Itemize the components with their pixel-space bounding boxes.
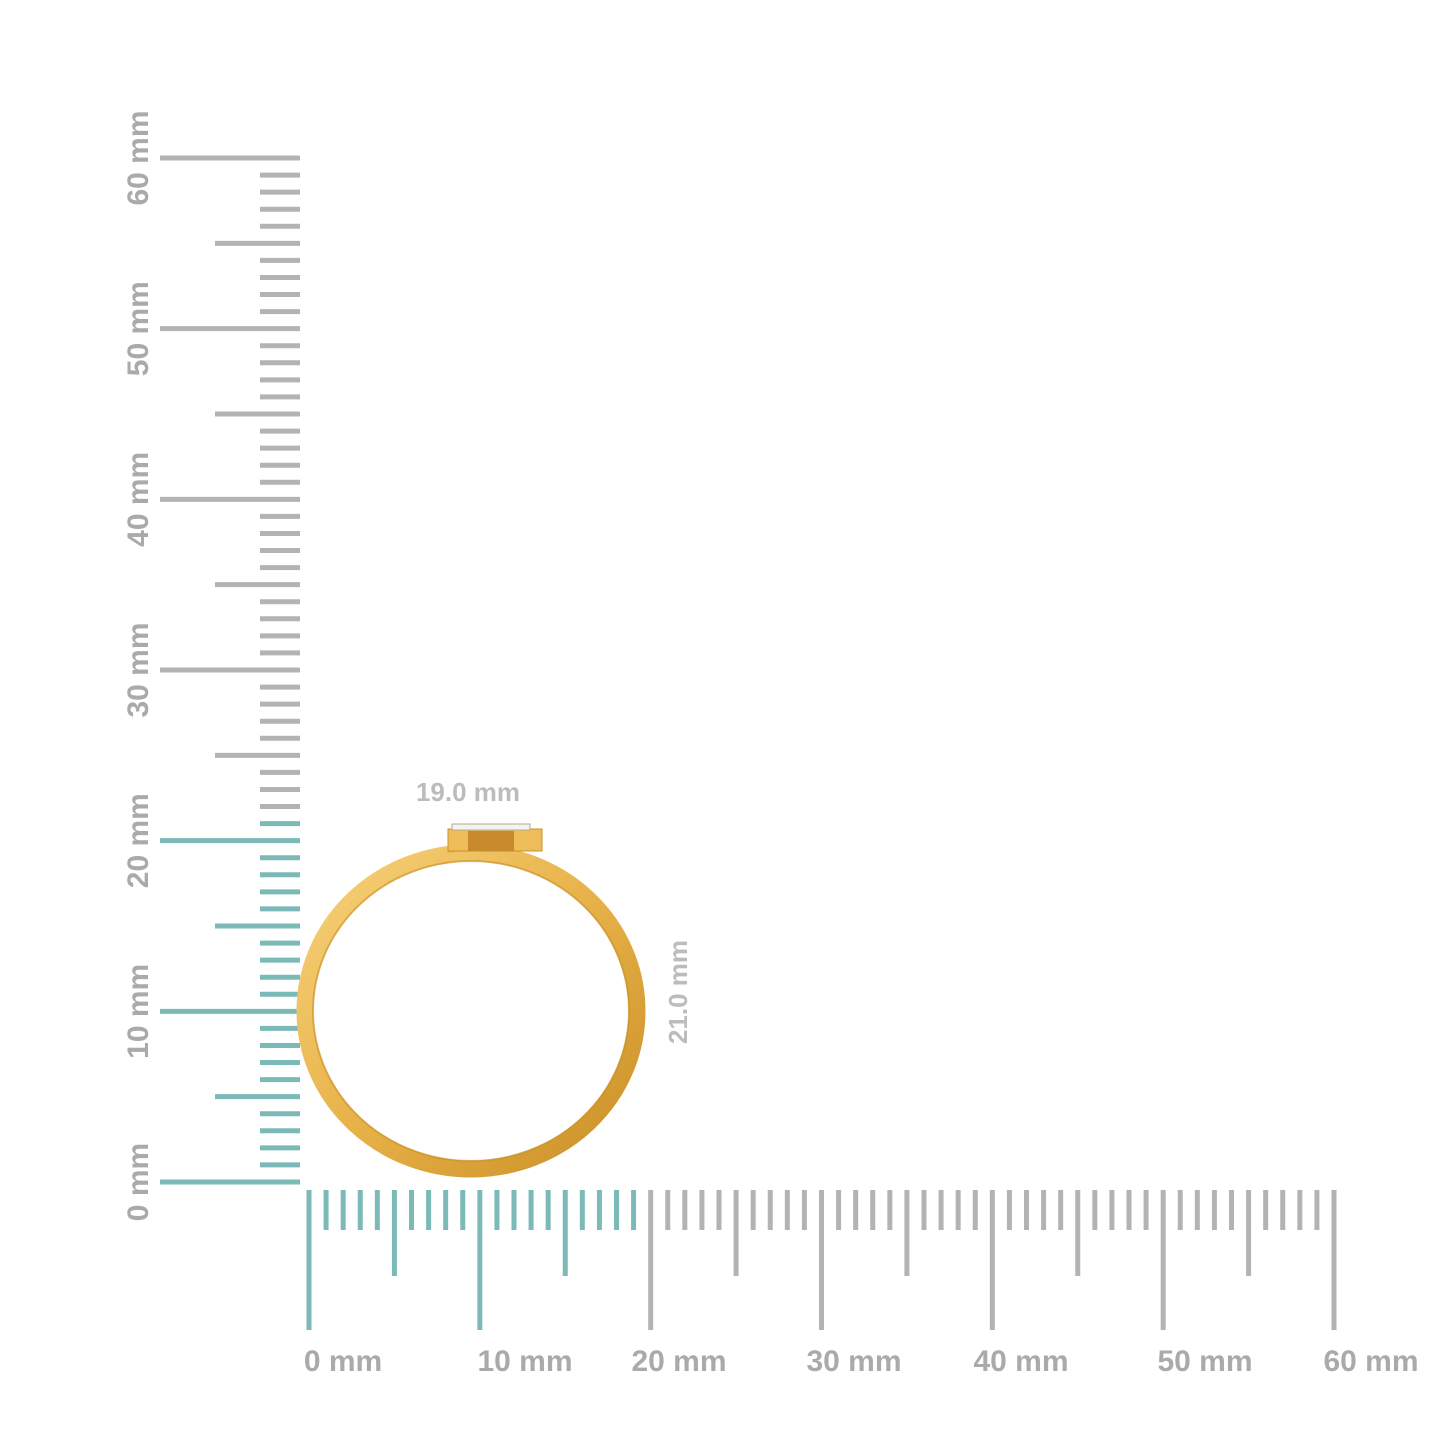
horizontal-ruler-label: 20 mm — [631, 1345, 726, 1378]
horizontal-ruler-label: 40 mm — [973, 1345, 1068, 1378]
ring-image — [296, 823, 646, 1178]
horizontal-ruler-label: 10 mm — [477, 1345, 572, 1378]
diamond-row — [451, 823, 531, 831]
height-dimension-label: 21.0 mm — [663, 940, 693, 1044]
horizontal-ruler-label: 30 mm — [806, 1345, 901, 1378]
vertical-ruler-label: 0 mm — [122, 1143, 155, 1221]
vertical-ruler-label: 10 mm — [122, 964, 155, 1059]
horizontal-ruler — [306, 1190, 1337, 1330]
vertical-ruler-label: 30 mm — [122, 622, 155, 717]
vertical-ruler-label: 20 mm — [122, 793, 155, 888]
vertical-ruler-label: 50 mm — [122, 281, 155, 376]
horizontal-ruler-label: 0 mm — [304, 1345, 382, 1378]
horizontal-ruler-label: 60 mm — [1323, 1345, 1418, 1378]
width-dimension-label: 19.0 mm — [416, 777, 520, 807]
horizontal-ruler-label: 50 mm — [1157, 1345, 1252, 1378]
vertical-ruler — [160, 155, 300, 1185]
vertical-ruler-label: 60 mm — [122, 110, 155, 205]
vertical-ruler-label: 40 mm — [122, 452, 155, 547]
